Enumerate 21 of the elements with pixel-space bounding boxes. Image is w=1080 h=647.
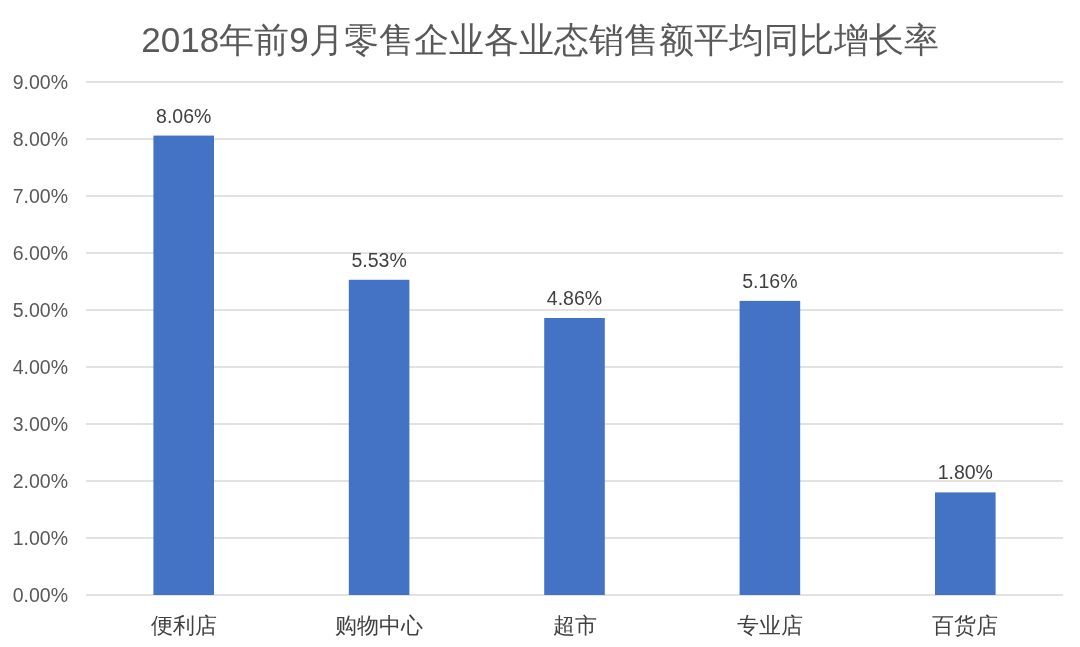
title: 2018年前9月零售企业各业态销售额平均同比增长率 [141,20,939,59]
data-label: 4.86% [546,286,603,309]
data-label: 8.06% [156,104,212,127]
data-label: 1.80% [937,461,993,484]
y-tick-label: 6.00% [12,242,68,264]
data-label: 5.53% [351,248,407,271]
y-tick-label: 2.00% [12,470,68,492]
y-tick-label: 0.00% [12,584,68,606]
y-tick-label: 1.00% [12,527,68,549]
x-tick-label: 专业店 [736,613,803,638]
y-tick-label: 9.00% [12,71,68,93]
x-tick-label: 购物中心 [335,613,424,638]
y-tick-label: 7.00% [12,185,68,207]
y-tick-label: 8.00% [12,128,68,150]
data-label: 5.16% [742,269,798,292]
y-tick-label: 3.00% [12,413,68,435]
x-tick-label: 百货店 [932,613,999,638]
y-tick-label: 5.00% [12,299,68,321]
x-tick-label: 超市 [552,613,597,638]
x-tick-label: 便利店 [150,613,217,638]
y-tick-label: 4.00% [12,356,68,378]
